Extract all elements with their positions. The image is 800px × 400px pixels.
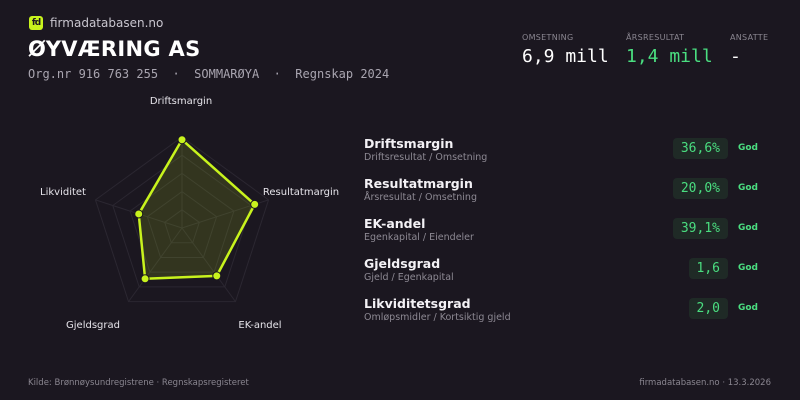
kpi-value: - bbox=[730, 46, 741, 67]
grid-ring bbox=[94, 136, 270, 303]
axis-label-resultatmargin: Resultatmargin bbox=[262, 187, 340, 198]
data-point bbox=[140, 274, 150, 284]
kpi-arsresultat: ÅRSRESULTAT 1,4 mill bbox=[626, 33, 713, 67]
metric-value: 36,6% bbox=[672, 138, 728, 159]
kpi-ansatte: ANSATTE - bbox=[730, 33, 768, 67]
metric-name: Likviditetsgrad bbox=[364, 296, 471, 311]
kpi-label: ÅRSRESULTAT bbox=[626, 33, 685, 42]
brand-name[interactable]: firmadatabasen.no bbox=[50, 16, 164, 30]
data-area bbox=[137, 138, 256, 281]
kpi-label: ANSATTE bbox=[730, 33, 769, 42]
kpi-label: OMSETNING bbox=[522, 33, 574, 42]
axis-label-likviditet: Likviditet bbox=[40, 187, 86, 198]
data-point bbox=[250, 199, 260, 209]
metric-desc: Driftsresultat / Omsetning bbox=[364, 152, 488, 163]
metric-value: 39,1% bbox=[672, 218, 728, 239]
metric-name: Resultatmargin bbox=[364, 176, 473, 191]
data-point bbox=[212, 271, 222, 281]
radar-chart bbox=[94, 135, 270, 303]
metric-name: Gjeldsgrad bbox=[364, 256, 441, 271]
metric-value: 1,6 bbox=[688, 258, 728, 279]
axis-label-driftsmargin: Driftsmargin bbox=[149, 96, 213, 107]
axis-label-gjeldsgrad: Gjeldsgrad bbox=[66, 320, 120, 331]
logo-icon: fd bbox=[29, 16, 43, 30]
metric-row: Gjeldsgrad Gjeld / Egenkapital 1,6 God bbox=[364, 256, 774, 296]
metric-desc: Årsresultat / Omsetning bbox=[364, 192, 477, 203]
metric-desc: Egenkapital / Eiendeler bbox=[364, 232, 474, 243]
brand: fd firmadatabasen.no bbox=[29, 16, 163, 30]
footer-site-date: firmadatabasen.no · 13.3.2026 bbox=[639, 378, 771, 388]
metric-value: 20,0% bbox=[672, 178, 728, 199]
grid-spoke bbox=[181, 227, 236, 302]
kpi-omsetning: OMSETNING 6,9 mill bbox=[522, 33, 609, 67]
grid-ring bbox=[164, 209, 200, 244]
data-point bbox=[134, 209, 144, 219]
metric-name: Driftsmargin bbox=[364, 136, 454, 151]
metric-row: EK-andel Egenkapital / Eiendeler 39,1% G… bbox=[364, 216, 774, 256]
metric-desc: Omløpsmidler / Kortsiktig gjeld bbox=[364, 312, 511, 323]
metric-name: EK-andel bbox=[364, 216, 426, 231]
kpi-value: 1,4 mill bbox=[626, 46, 713, 67]
metric-row: Resultatmargin Årsresultat / Omsetning 2… bbox=[364, 176, 774, 216]
company-name: ØYVÆRING AS bbox=[28, 37, 201, 61]
footer-source: Kilde: Brønnøysundregistrene · Regnskaps… bbox=[28, 378, 249, 388]
axis-label-ek-andel: EK-andel bbox=[238, 320, 282, 331]
company-subtitle: Org.nr 916 763 255 · SOMMARØYA · Regnska… bbox=[28, 67, 390, 81]
metrics-list: Driftsmargin Driftsresultat / Omsetning … bbox=[364, 136, 774, 336]
metric-status: God bbox=[737, 263, 758, 273]
metric-row: Driftsmargin Driftsresultat / Omsetning … bbox=[364, 136, 774, 176]
grid-ring bbox=[129, 172, 235, 273]
grid-ring bbox=[146, 190, 218, 258]
grid-ring bbox=[112, 154, 252, 288]
metric-status: God bbox=[737, 143, 758, 153]
metric-row: Likviditetsgrad Omløpsmidler / Kortsikti… bbox=[364, 296, 774, 336]
grid-spoke bbox=[128, 227, 183, 302]
kpi-value: 6,9 mill bbox=[522, 46, 609, 67]
metric-value: 2,0 bbox=[688, 298, 728, 319]
data-point bbox=[177, 135, 187, 145]
metric-status: God bbox=[737, 223, 758, 233]
metric-status: God bbox=[737, 303, 758, 313]
metric-desc: Gjeld / Egenkapital bbox=[364, 272, 454, 283]
metric-status: God bbox=[737, 183, 758, 193]
